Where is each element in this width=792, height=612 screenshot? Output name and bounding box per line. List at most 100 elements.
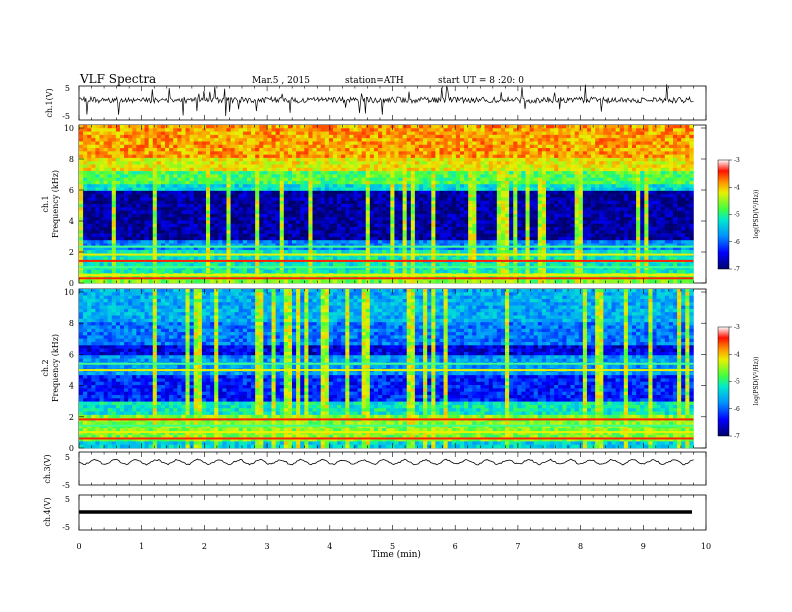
spec1-cell — [136, 223, 141, 228]
spec1-cell — [677, 138, 682, 142]
spec1-cell — [337, 207, 342, 211]
spec1-cell — [148, 187, 154, 192]
spec1-cell — [435, 200, 440, 205]
spec1-cell — [419, 128, 424, 132]
spec1-cell — [382, 128, 387, 132]
spec1-cell — [513, 171, 518, 175]
spec1-cell — [91, 154, 96, 159]
spec1-cell — [341, 227, 346, 231]
spec1-cell — [533, 151, 539, 155]
spec1-cell — [402, 161, 408, 165]
spec1-cell — [566, 144, 571, 149]
spec1-cell — [574, 138, 580, 142]
spec1-cell — [263, 197, 268, 202]
spec1-cell — [554, 164, 559, 169]
spec1-cell — [656, 157, 661, 162]
spec1-cell — [537, 141, 543, 146]
spec1-cell — [480, 144, 485, 149]
spec1-cell — [128, 204, 133, 208]
spec1-cell — [640, 151, 645, 155]
spec1-cell — [115, 125, 121, 129]
spec1-cell — [283, 200, 289, 205]
spec1-cell — [578, 125, 584, 129]
spec1-cell — [521, 204, 526, 208]
spec1-cell — [300, 141, 305, 146]
spec1-cell — [87, 128, 92, 132]
spec1-cell — [152, 177, 158, 182]
spec1-cell — [443, 151, 448, 155]
spec1-cell — [558, 227, 563, 231]
spec1-cell — [435, 177, 440, 182]
spec1-cell — [652, 190, 657, 195]
spec1-cell — [480, 190, 485, 195]
spec1-cell — [672, 194, 678, 198]
spec1-cell — [476, 200, 481, 205]
spec1-cell — [107, 131, 113, 136]
spec1-cell — [332, 184, 338, 188]
spec1-cell — [480, 154, 485, 159]
spec1-cell — [189, 180, 194, 185]
spec1-cell — [603, 204, 608, 208]
spec1-cell — [373, 213, 379, 218]
spec1-cell — [599, 223, 604, 228]
spec1-cell — [111, 177, 117, 182]
spec1-cell — [287, 157, 293, 162]
spec1-cell — [173, 141, 178, 146]
spec1-cell — [472, 230, 477, 234]
spec1-cell — [689, 138, 694, 142]
spec1-cell — [103, 134, 108, 139]
spec1-cell — [218, 210, 223, 215]
spec1-cell — [591, 213, 596, 218]
spec1-cell — [664, 157, 670, 162]
spec1-cell — [373, 134, 379, 139]
spec1-cell — [554, 157, 559, 162]
spec1-cell — [222, 184, 227, 188]
spec1-cell — [193, 171, 199, 175]
spec1-cell — [119, 125, 125, 129]
spec1-cell — [332, 204, 338, 208]
spec1-cell — [500, 151, 506, 155]
spec1-cell — [169, 167, 174, 172]
spec1-cell — [451, 204, 457, 208]
spec1-cell — [349, 154, 354, 159]
spec1-cell — [210, 200, 215, 205]
spec1-cell — [664, 197, 670, 202]
spec1-cell — [558, 180, 563, 185]
spec1-cell — [296, 194, 301, 198]
spec1-cell — [263, 223, 268, 228]
spec1-cell — [472, 161, 477, 165]
spec1-cell — [611, 204, 616, 208]
spec1-cell — [529, 161, 534, 165]
spec1-cell — [169, 213, 174, 218]
spec1-cell — [316, 220, 321, 225]
spec1-cell — [300, 174, 305, 178]
spec1-cell — [345, 171, 350, 175]
spec1-cell — [627, 141, 633, 146]
spec1-cell — [574, 220, 580, 225]
spec1-cell — [672, 151, 678, 155]
spec1-cell — [353, 230, 358, 234]
spec1-cell — [623, 223, 629, 228]
spec1-cell — [414, 204, 420, 208]
spec1-cell — [599, 213, 604, 218]
spec1-cell — [414, 197, 420, 202]
spec1-cell — [107, 220, 113, 225]
spec1-cell — [644, 154, 649, 159]
spec1-cell — [222, 174, 227, 178]
spec1-cell — [181, 167, 186, 172]
spec1-cell — [259, 194, 264, 198]
spec1-cell — [283, 157, 289, 162]
spec1-cell — [234, 167, 240, 172]
spec1-cell — [668, 167, 674, 172]
spec1-cell — [238, 180, 244, 185]
spec1-cell — [148, 171, 154, 175]
spec1-cell — [226, 187, 231, 192]
spec1-cell — [91, 177, 96, 182]
spec1-cell — [591, 230, 596, 234]
spec1-cell — [283, 180, 289, 185]
spec1-cell — [505, 134, 510, 139]
spec1-cell — [259, 200, 264, 205]
spec1-cell — [185, 141, 190, 146]
spec1-cell — [251, 223, 256, 228]
spec1-cell — [451, 184, 457, 188]
